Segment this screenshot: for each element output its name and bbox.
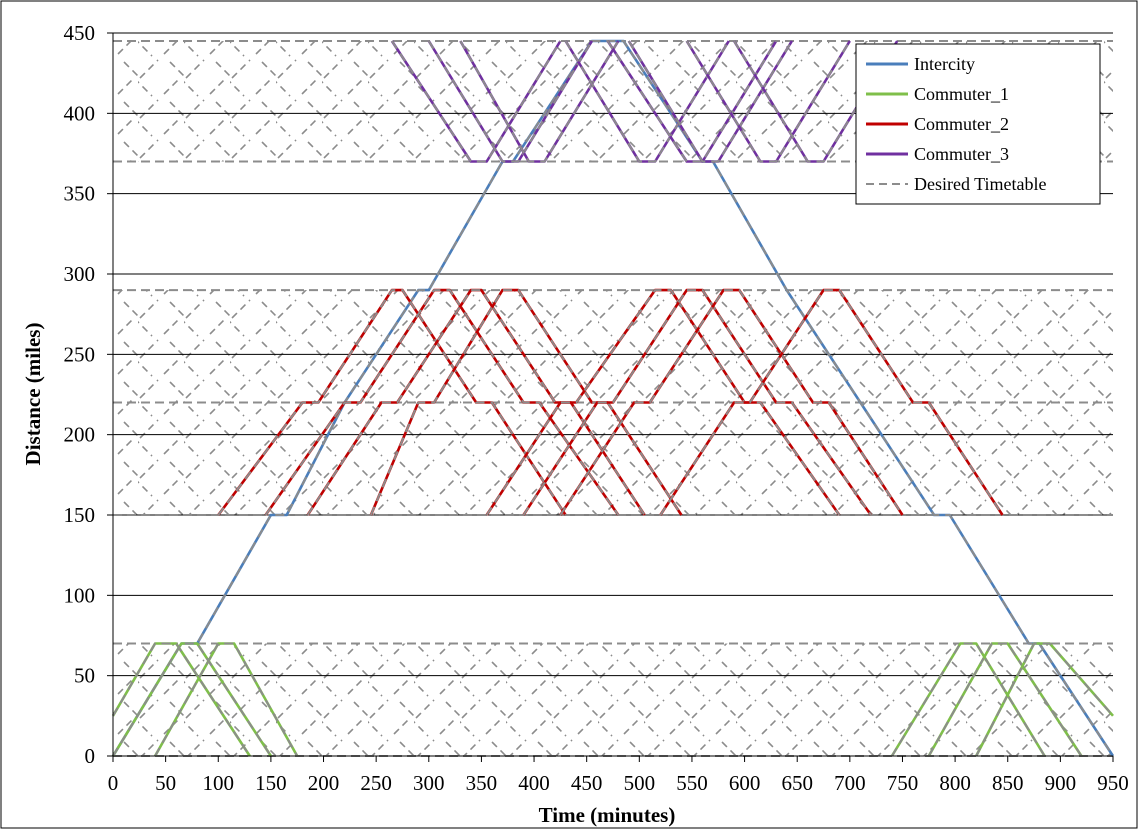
x-tick-label-200: 200: [308, 771, 340, 795]
legend-label-3: Commuter_3: [914, 144, 1009, 164]
desired-timetable-commuter-3-4: [606, 40, 778, 163]
x-tick-label-50: 50: [155, 771, 176, 795]
desired-timetable-commuter-1-0: [112, 642, 251, 757]
x-tick-label-650: 650: [781, 771, 813, 795]
desired-timetable-commuter-3-1: [427, 40, 593, 163]
y-tick-label-200: 200: [64, 423, 96, 447]
axes: 0 50 100 150 200 250 300 350 400 450 0 50 100 150 200 2…: [64, 21, 1129, 795]
x-tick-label-600: 600: [729, 771, 761, 795]
x-tick-label-850: 850: [992, 771, 1024, 795]
x-tick-label-250: 250: [360, 771, 392, 795]
x-tick-label-500: 500: [624, 771, 656, 795]
desired-timetable-commuter-2-6: [559, 289, 904, 516]
desired-timetable-commuter-2-5: [522, 289, 872, 516]
x-tick-label-450: 450: [571, 771, 603, 795]
desired-timetable-commuter-3-0: [391, 40, 562, 163]
hatched-region-0: [113, 643, 1113, 756]
x-tick-label-750: 750: [887, 771, 919, 795]
y-tick-label-250: 250: [64, 342, 96, 366]
desired-timetable-commuter-1-1: [154, 642, 299, 757]
desired-timetable-commuter-3-5: [627, 40, 793, 163]
desired-timetable-commuter-2-4: [485, 289, 841, 516]
legend-label-2: Commuter_2: [914, 114, 1009, 134]
desired-timetable-commuter-2-1: [264, 289, 620, 516]
legend: Intercity Commuter_1 Commuter_2 Commuter_3 D…: [855, 43, 1101, 205]
y-tick-label-0: 0: [85, 744, 96, 768]
x-tick-label-350: 350: [466, 771, 498, 795]
commuter-3-line-2: [459, 40, 620, 163]
y-tick-label-50: 50: [74, 664, 95, 688]
x-tick-label-550: 550: [676, 771, 708, 795]
desired-timetable-commuter-1-3: [927, 642, 1083, 757]
x-tick-label-400: 400: [518, 771, 550, 795]
y-tick-label-100: 100: [64, 583, 96, 607]
y-axis-title: Distance (miles): [21, 323, 45, 466]
x-tick-label-700: 700: [834, 771, 866, 795]
desired-timetable-commuter-2-3: [369, 289, 683, 516]
legend-label-1: Commuter_1: [914, 84, 1009, 104]
desired-timetable-commuter-2-7: [659, 289, 1004, 516]
desired-timetable-commuter-3-3: [564, 40, 730, 163]
x-tick-label-300: 300: [413, 771, 445, 795]
y-tick-label-350: 350: [64, 182, 96, 206]
y-tick-label-300: 300: [64, 262, 96, 286]
x-tick-label-100: 100: [203, 771, 235, 795]
x-tick-label-0: 0: [108, 771, 119, 795]
desired-timetable-commuter-2-0: [217, 289, 567, 516]
desired-timetable-commuter-1-4: [975, 642, 1114, 757]
x-tick-label-900: 900: [1045, 771, 1077, 795]
desired-timetable-commuter-1-5: [891, 642, 1046, 757]
y-tick-label-400: 400: [64, 101, 96, 125]
legend-label-4: Desired Timetable: [914, 174, 1047, 194]
y-tick-label-450: 450: [64, 21, 96, 45]
x-axis-title: Time (minutes): [539, 803, 676, 827]
x-tick-label-800: 800: [939, 771, 971, 795]
x-tick-label-150: 150: [255, 771, 287, 795]
series-lines: [111, 39, 1115, 757]
legend-label-0: Intercity: [914, 54, 975, 74]
x-tick-label-950: 950: [1097, 771, 1129, 795]
desired-timetable-commuter-3-6: [685, 40, 851, 163]
y-tick-label-150: 150: [64, 503, 96, 527]
desired-timetable-commuter-1-2: [112, 642, 272, 757]
